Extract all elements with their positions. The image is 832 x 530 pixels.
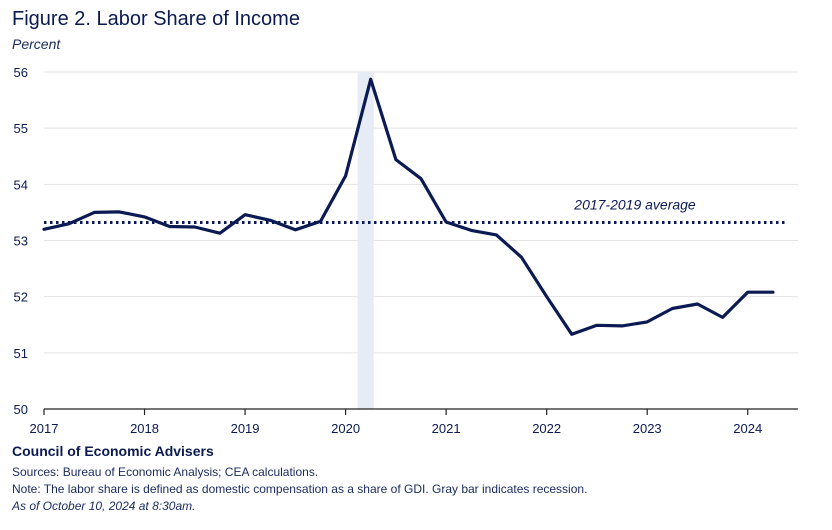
- x-tick-label: 2021: [432, 421, 461, 436]
- footer-sources: Sources: Bureau of Economic Analysis; CE…: [12, 465, 319, 479]
- y-tick-label: 56: [14, 65, 28, 80]
- gridlines: [44, 71, 798, 354]
- x-tick-label: 2018: [130, 421, 159, 436]
- y-tick-label: 50: [14, 402, 28, 417]
- labor-share-line-chart: 50 51 52 53 54 55 56 2017 2018 2019 2020 2021 2022 20…: [14, 65, 798, 436]
- y-tick-label: 53: [14, 234, 28, 249]
- x-tick-label: 2017: [30, 421, 59, 436]
- footer-as-of: As of October 10, 2024 at 8:30am.: [12, 499, 196, 513]
- labor-share-series-line: [42, 77, 775, 336]
- y-tick-label: 52: [14, 290, 28, 305]
- chart-title: Figure 2. Labor Share of Income: [12, 8, 300, 30]
- footer-note: Note: The labor share is defined as dome…: [12, 482, 588, 496]
- footer-organization: Council of Economic Advisers: [12, 443, 214, 459]
- x-tick-label: 2022: [532, 421, 561, 436]
- y-tick-label: 54: [14, 177, 28, 192]
- y-tick-label: 51: [14, 346, 28, 361]
- y-tick-label: 55: [14, 121, 28, 136]
- x-tick-label: 2023: [633, 421, 662, 436]
- average-reference-label: 2017-2019 average: [573, 197, 696, 213]
- x-tick-label: 2024: [733, 421, 762, 436]
- x-tick-label: 2019: [231, 421, 260, 436]
- recession-bar: [357, 72, 374, 409]
- x-tick-label: 2020: [331, 421, 360, 436]
- axes: 50 51 52 53 54 55 56 2017 2018 2019 2020 2021 2022 20…: [14, 65, 798, 436]
- y-axis-unit-label: Percent: [12, 36, 61, 52]
